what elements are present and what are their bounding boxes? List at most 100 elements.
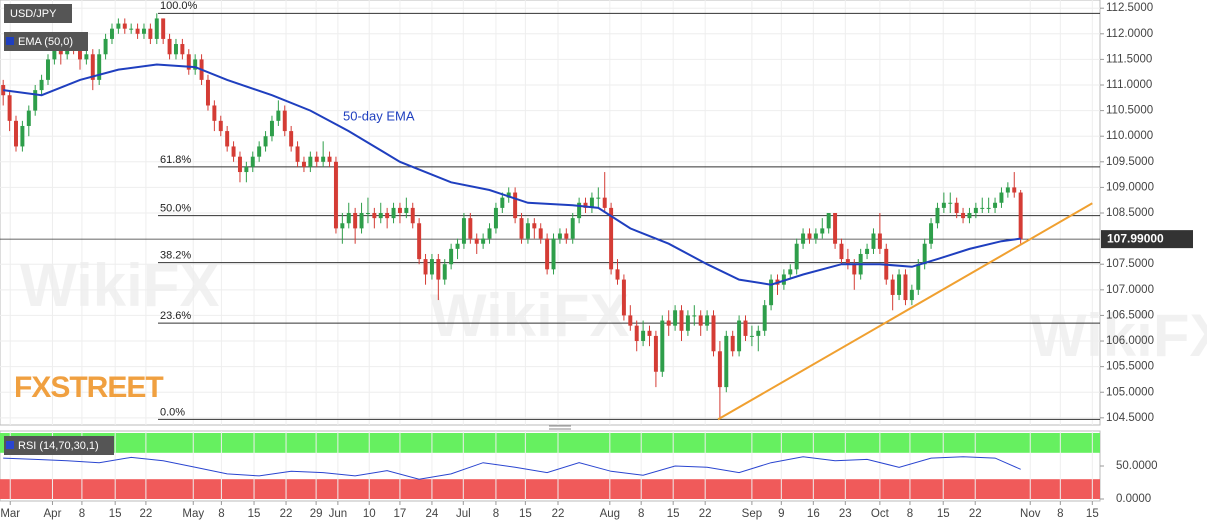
x-tick-label: 15: [109, 508, 122, 520]
candle-body: [346, 213, 351, 224]
x-tick-label: Sep: [742, 508, 762, 520]
candle-body: [148, 28, 153, 39]
candle-body: [570, 218, 575, 239]
y-tick-label: 111.5000: [1106, 53, 1152, 65]
candle-body: [794, 243, 799, 270]
candle-body: [231, 146, 236, 157]
candle-body: [935, 207, 940, 224]
candle-body: [97, 54, 102, 80]
candle-body: [557, 233, 562, 239]
candle-body: [890, 279, 895, 295]
candle-body: [397, 207, 402, 214]
candle-body: [807, 233, 812, 239]
candle-body: [705, 315, 710, 326]
x-tick-label: 24: [426, 508, 439, 520]
candle-body: [922, 243, 927, 265]
y-tick-label: 107.5000: [1106, 258, 1154, 270]
candle-body: [46, 59, 50, 80]
candle-body: [295, 146, 300, 162]
candle-body: [487, 228, 492, 239]
candle-body: [135, 28, 140, 34]
candle-body: [506, 192, 511, 198]
candle-body: [692, 315, 697, 317]
candle-body: [218, 120, 223, 132]
candle-body: [717, 351, 722, 388]
candle-body: [845, 259, 850, 265]
y-tick-label: 110.0000: [1106, 130, 1153, 142]
candle-body: [423, 259, 428, 275]
rsi-legend-swatch: [6, 441, 14, 449]
candle-body: [7, 95, 12, 121]
candle-body: [711, 315, 716, 352]
fib-label: 50.0%: [160, 202, 191, 214]
x-tick-label: 22: [140, 508, 153, 520]
x-tick-label: 15: [519, 508, 532, 520]
ema-annotation: 50-day EMA: [343, 108, 415, 123]
x-tick-label: 15: [667, 508, 680, 520]
x-tick-label: 8: [907, 508, 913, 520]
fib-label: 38.2%: [160, 250, 191, 262]
candle-body: [679, 310, 684, 331]
fib-label: 100.0%: [160, 0, 198, 12]
trendline: [717, 202, 1093, 421]
candle-body: [404, 207, 409, 214]
candle-body: [929, 223, 934, 244]
candle-body: [244, 166, 249, 173]
watermark: WikiFX: [20, 252, 219, 319]
candle-body: [122, 23, 127, 29]
candle-body: [839, 243, 844, 260]
candle-body: [1005, 187, 1010, 193]
candle-body: [673, 310, 678, 326]
candle-body: [628, 315, 633, 326]
candle-body: [519, 218, 524, 239]
candle-body: [500, 197, 505, 208]
candle-body: [276, 110, 281, 121]
candle-body: [103, 38, 108, 55]
candle-body: [986, 207, 991, 209]
price-panel: [0, 0, 1101, 426]
candle-body: [26, 110, 31, 126]
y-tick-label: 110.5000: [1106, 105, 1153, 117]
x-tick-label: Aug: [600, 508, 620, 520]
rsi-oversold-band: [0, 479, 1100, 499]
candle-body: [359, 213, 364, 229]
ema-line: [3, 63, 1021, 286]
candle-body: [973, 207, 978, 214]
x-tick-label: Jun: [329, 508, 348, 520]
candle-body: [525, 223, 530, 239]
candle-body: [877, 233, 882, 249]
candle-body: [212, 105, 217, 121]
candle-body: [250, 156, 255, 167]
candle-body: [340, 223, 345, 229]
candle-body: [871, 233, 876, 249]
candle-body: [660, 320, 665, 372]
candle-body: [378, 213, 383, 219]
candle-body: [493, 207, 498, 229]
x-tick-label: 8: [218, 508, 224, 520]
candle-body: [737, 320, 742, 352]
candle-body: [225, 131, 230, 147]
candle-body: [20, 125, 25, 147]
candle-body: [545, 238, 550, 270]
fib-label: 23.6%: [160, 310, 191, 322]
candle-body: [237, 156, 242, 173]
candle-body: [698, 315, 703, 326]
candle-body: [596, 197, 601, 199]
candle-body: [865, 248, 870, 254]
candle-body: [116, 23, 121, 29]
y-tick-label: 112.5000: [1106, 2, 1153, 14]
candle-body: [634, 325, 639, 342]
candle-body: [993, 202, 998, 208]
x-tick-label: 23: [839, 508, 852, 520]
candle-body: [666, 320, 671, 326]
candle-body: [308, 156, 313, 167]
candle-body: [961, 213, 966, 219]
candle-body: [78, 49, 82, 60]
x-tick-label: May: [182, 508, 204, 520]
candle-body: [1012, 187, 1017, 193]
candle-body: [193, 59, 198, 70]
ema-legend-box: [4, 32, 88, 51]
candle-body: [999, 192, 1004, 203]
brand-logo: FXSTREET: [14, 371, 163, 404]
x-tick-label: Mar: [0, 508, 20, 520]
